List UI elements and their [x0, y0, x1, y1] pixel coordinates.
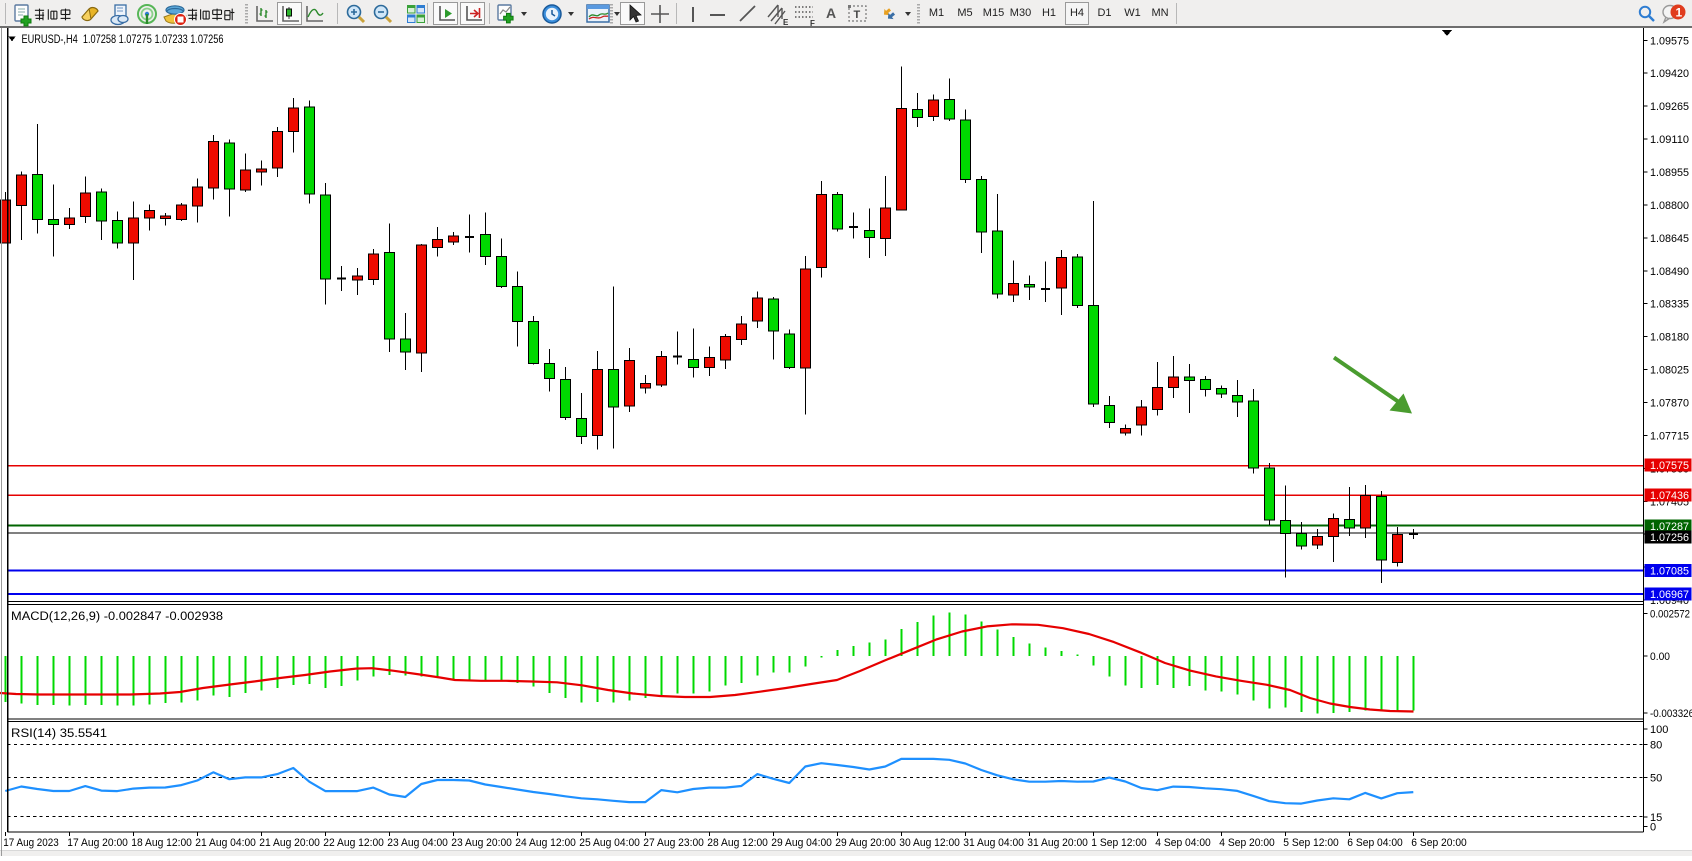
svg-text:1.06967: 1.06967	[1650, 589, 1689, 601]
svg-text:1.08335: 1.08335	[1650, 299, 1689, 311]
svg-text:31 Aug 04:00: 31 Aug 04:00	[963, 837, 1024, 849]
svg-text:17 Aug 2023: 17 Aug 2023	[3, 837, 59, 849]
svg-text:T: T	[854, 9, 861, 21]
svg-text:23 Aug 20:00: 23 Aug 20:00	[451, 837, 512, 849]
svg-text:1.09265: 1.09265	[1650, 101, 1689, 113]
svg-text:1.09575: 1.09575	[1650, 35, 1689, 47]
svg-text:1.08955: 1.08955	[1650, 167, 1689, 179]
svg-text:17 Aug 20:00: 17 Aug 20:00	[67, 837, 128, 849]
svg-text:1.08490: 1.08490	[1650, 266, 1689, 278]
svg-text:0.00: 0.00	[1650, 651, 1670, 663]
svg-text:0.002572: 0.002572	[1650, 608, 1690, 620]
svg-text:29 Aug 04:00: 29 Aug 04:00	[771, 837, 832, 849]
svg-text:22 Aug 12:00: 22 Aug 12:00	[323, 837, 384, 849]
svg-text:F: F	[810, 19, 815, 27]
svg-text:0: 0	[1650, 821, 1656, 833]
svg-text:1.08645: 1.08645	[1650, 233, 1689, 245]
svg-text:23 Aug 04:00: 23 Aug 04:00	[387, 837, 448, 849]
svg-text:31 Aug 20:00: 31 Aug 20:00	[1027, 837, 1088, 849]
svg-text:1 Sep 12:00: 1 Sep 12:00	[1091, 837, 1147, 849]
svg-text:24 Aug 12:00: 24 Aug 12:00	[515, 837, 576, 849]
svg-text:80: 80	[1650, 739, 1662, 751]
svg-text:5 Sep 12:00: 5 Sep 12:00	[1283, 837, 1339, 849]
svg-text:6 Sep 20:00: 6 Sep 20:00	[1411, 837, 1467, 849]
svg-text:1.07256: 1.07256	[1650, 532, 1689, 544]
svg-text:21 Aug 04:00: 21 Aug 04:00	[195, 837, 256, 849]
svg-text:27 Aug 23:00: 27 Aug 23:00	[643, 837, 704, 849]
svg-text:1.08180: 1.08180	[1650, 332, 1689, 344]
svg-text:21 Aug 20:00: 21 Aug 20:00	[259, 837, 320, 849]
svg-text:15: 15	[1650, 812, 1662, 824]
svg-text:1.08025: 1.08025	[1650, 365, 1689, 377]
svg-text:E: E	[783, 18, 789, 27]
svg-text:1.07287: 1.07287	[1650, 521, 1689, 533]
svg-text:4 Sep 20:00: 4 Sep 20:00	[1219, 837, 1275, 849]
svg-text:6 Sep 04:00: 6 Sep 04:00	[1347, 837, 1403, 849]
svg-text:1.09110: 1.09110	[1650, 134, 1689, 146]
svg-text:1.07870: 1.07870	[1650, 398, 1689, 410]
svg-text:30 Aug 12:00: 30 Aug 12:00	[899, 837, 960, 849]
svg-text:18 Aug 12:00: 18 Aug 12:00	[131, 837, 192, 849]
svg-text:1.08800: 1.08800	[1650, 200, 1689, 212]
svg-text:29 Aug 20:00: 29 Aug 20:00	[835, 837, 896, 849]
svg-text:1: 1	[1676, 6, 1683, 20]
svg-text:1.07436: 1.07436	[1650, 490, 1689, 502]
svg-text:-0.003326: -0.003326	[1650, 708, 1692, 720]
svg-text:1.07715: 1.07715	[1650, 431, 1689, 443]
svg-text:1.09420: 1.09420	[1650, 68, 1689, 80]
svg-text:25 Aug 04:00: 25 Aug 04:00	[579, 837, 640, 849]
svg-text:EURUSD-,H4 1.07258 1.07275 1.: EURUSD-,H4 1.07258 1.07275 1.07233 1.072…	[22, 34, 224, 46]
svg-text:1.07575: 1.07575	[1650, 460, 1689, 472]
svg-text:RSI(14) 35.5541: RSI(14) 35.5541	[11, 728, 107, 740]
svg-text:50: 50	[1650, 772, 1662, 784]
svg-text:28 Aug 12:00: 28 Aug 12:00	[707, 837, 768, 849]
svg-text:1.07085: 1.07085	[1650, 566, 1689, 578]
svg-text:100: 100	[1650, 724, 1668, 736]
svg-text:4 Sep 04:00: 4 Sep 04:00	[1155, 837, 1211, 849]
svg-text:MACD(12,26,9) -0.002847 -0.002: MACD(12,26,9) -0.002847 -0.002938	[11, 611, 223, 623]
